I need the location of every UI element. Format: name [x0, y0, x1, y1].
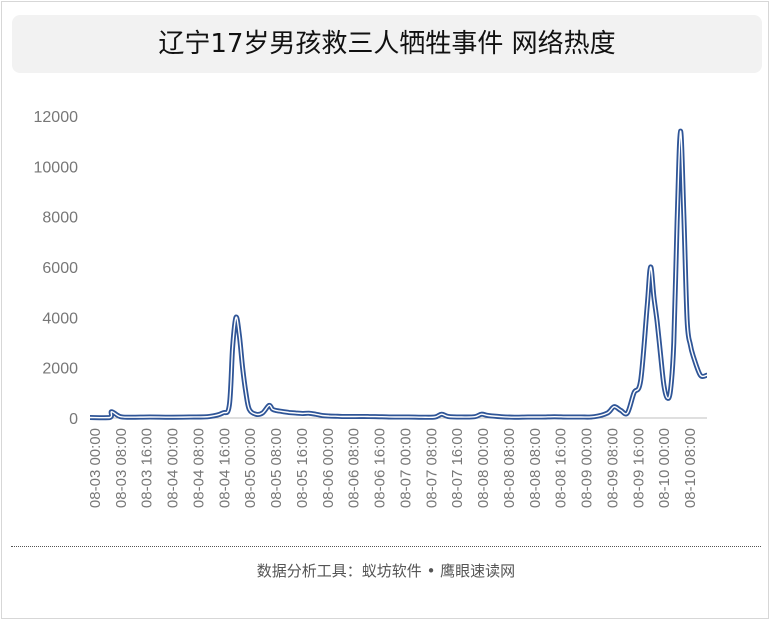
footer-divider: [11, 546, 761, 547]
y-tick-label: 10000: [34, 159, 79, 176]
x-tick-label: 08-06 00:00: [320, 428, 337, 508]
series-group: [89, 128, 708, 421]
x-tick-label: 08-05 08:00: [268, 428, 285, 508]
title-box: 辽宁17岁男孩救三人牺牲事件 网络热度: [12, 15, 762, 73]
x-tick-label: 08-09 00:00: [579, 428, 596, 508]
x-tick-label: 08-07 16:00: [449, 428, 466, 508]
x-tick-label: 08-09 16:00: [630, 428, 647, 508]
x-tick-label: 08-07 08:00: [423, 428, 440, 508]
x-tick-label: 08-10 08:00: [682, 428, 699, 508]
y-tick-label: 0: [69, 411, 78, 428]
x-tick-label: 08-03 08:00: [113, 428, 130, 508]
x-tick-label: 08-03 00:00: [87, 428, 104, 508]
x-tick-label: 08-05 16:00: [294, 428, 311, 508]
x-tick-label: 08-08 08:00: [501, 428, 518, 508]
x-tick-label: 08-10 00:00: [656, 428, 673, 508]
x-tick-label: 08-06 16:00: [372, 428, 389, 508]
y-tick-label: 2000: [42, 361, 78, 378]
series-line-outline: [89, 128, 708, 421]
x-tick-label: 08-04 08:00: [190, 428, 207, 508]
x-tick-label: 08-09 08:00: [604, 428, 621, 508]
footer-credit: 数据分析工具：蚁坊软件 • 鹰眼速读网: [256, 562, 516, 580]
series-line: [89, 130, 708, 419]
x-tick-label: 08-04 16:00: [216, 428, 233, 508]
y-tick-label: 6000: [42, 260, 78, 277]
y-axis: 0 2000 4000 6000 8000 10000 12000: [34, 109, 79, 428]
x-tick-label: 08-03 16:00: [139, 428, 156, 508]
x-tick-label: 08-08 08:00: [527, 428, 544, 508]
x-tick-label: 08-08 16:00: [553, 428, 570, 508]
y-tick-label: 8000: [42, 210, 78, 227]
y-tick-label: 12000: [34, 109, 79, 126]
x-tick-label: 08-07 00:00: [397, 428, 414, 508]
y-tick-label: 4000: [42, 310, 78, 327]
x-tick-label: 08-05 00:00: [242, 428, 259, 508]
x-tick-label: 08-08 00:00: [475, 428, 492, 508]
x-tick-label: 08-04 00:00: [165, 428, 182, 508]
x-axis: 08-03 00:00 08-03 08:00 08-03 16:00 08-04 0…: [87, 428, 699, 508]
x-tick-label: 08-06 08:00: [346, 428, 363, 508]
chart-title: 辽宁17岁男孩救三人牺牲事件 网络热度: [158, 29, 616, 59]
